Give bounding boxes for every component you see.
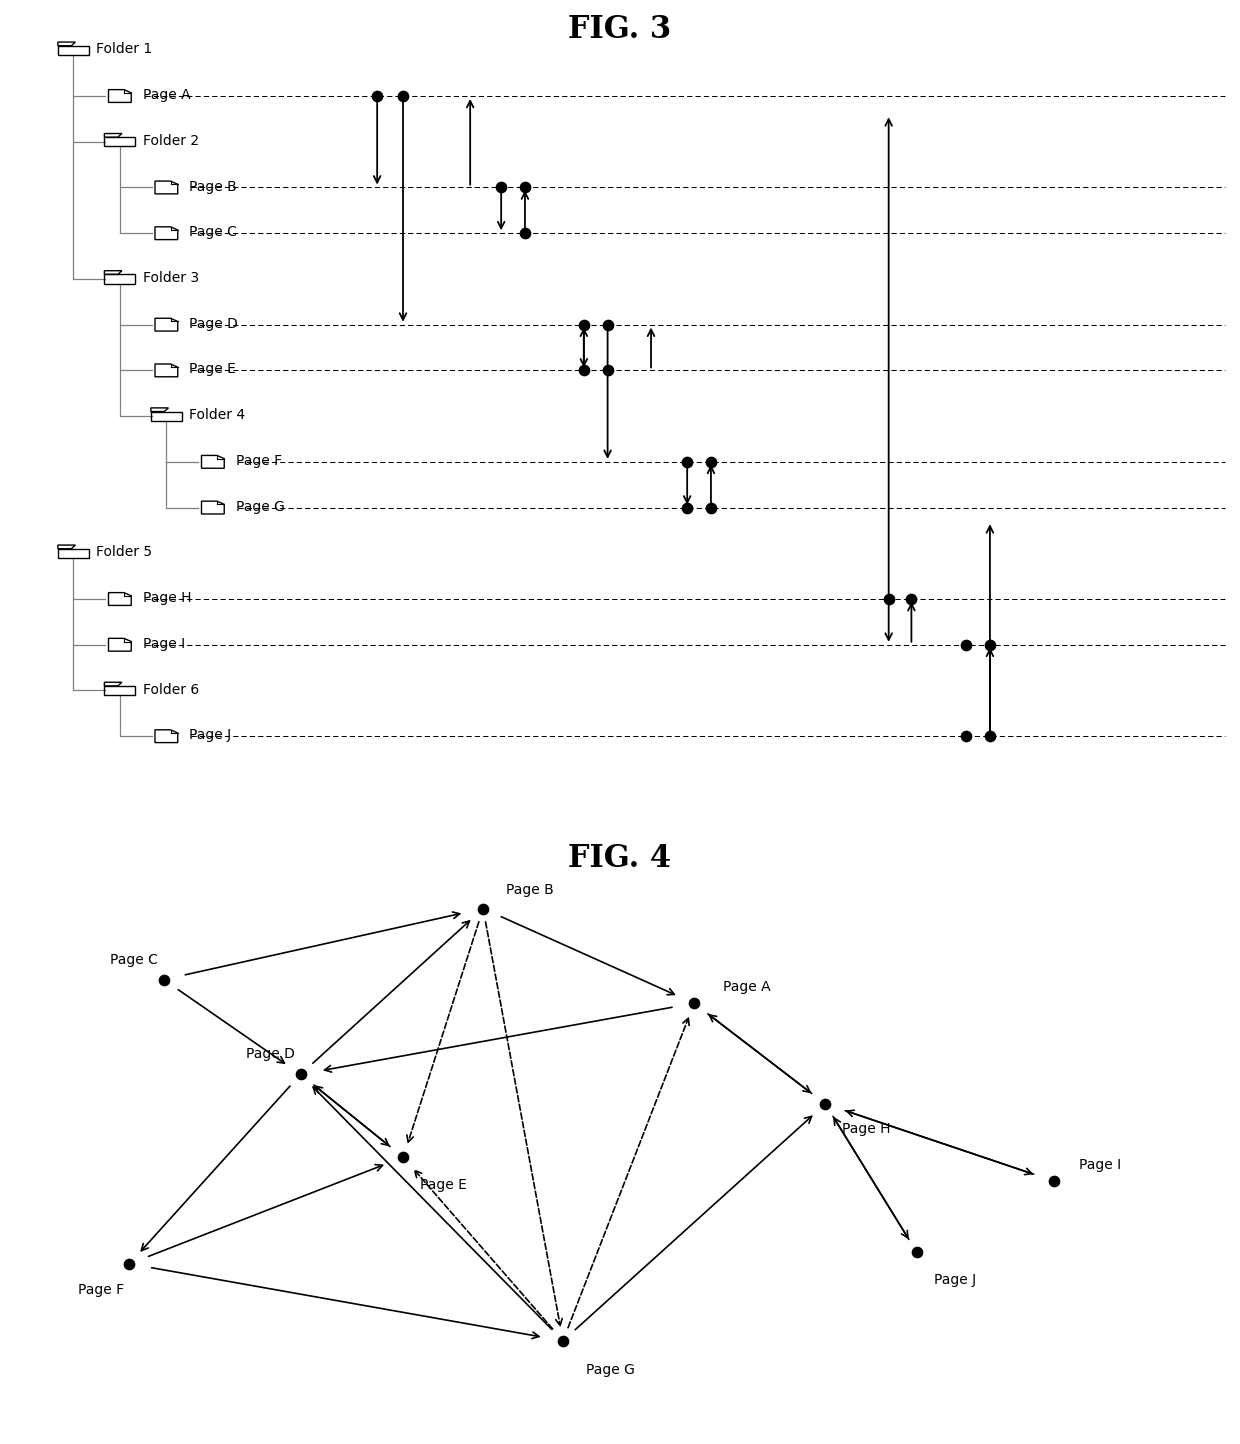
- Text: Page H: Page H: [842, 1122, 892, 1135]
- Text: Folder 6: Folder 6: [143, 683, 198, 696]
- Text: Page F: Page F: [78, 1282, 124, 1297]
- Point: [290, 1063, 310, 1086]
- Text: Page B: Page B: [506, 882, 554, 897]
- Point: [980, 634, 999, 657]
- Text: Folder 3: Folder 3: [143, 271, 198, 284]
- Text: Page H: Page H: [143, 591, 191, 605]
- Point: [701, 497, 720, 520]
- Point: [816, 1092, 836, 1115]
- Point: [515, 176, 534, 199]
- Text: Page I: Page I: [143, 637, 185, 651]
- Text: Page G: Page G: [585, 1363, 635, 1378]
- Text: Page C: Page C: [110, 953, 157, 966]
- Text: FIG. 3: FIG. 3: [568, 14, 672, 45]
- Point: [154, 967, 174, 991]
- Point: [879, 588, 899, 611]
- Text: Page F: Page F: [236, 453, 281, 468]
- Point: [906, 1240, 926, 1264]
- Text: Folder 5: Folder 5: [97, 546, 153, 559]
- Text: Folder 2: Folder 2: [143, 134, 198, 147]
- Text: Page B: Page B: [188, 179, 237, 193]
- Text: Page A: Page A: [723, 980, 770, 995]
- Point: [1044, 1170, 1064, 1193]
- Text: Page A: Page A: [143, 88, 190, 103]
- Point: [393, 1145, 413, 1168]
- Text: Page I: Page I: [1079, 1158, 1121, 1173]
- Point: [677, 497, 697, 520]
- Point: [393, 84, 413, 108]
- Point: [574, 360, 594, 383]
- Text: Page D: Page D: [246, 1047, 295, 1061]
- Point: [980, 725, 999, 748]
- Text: Folder 1: Folder 1: [97, 42, 153, 56]
- Point: [956, 725, 976, 748]
- Point: [491, 176, 511, 199]
- Point: [901, 588, 921, 611]
- Text: Page J: Page J: [188, 728, 231, 742]
- Point: [677, 451, 697, 474]
- Text: Page E: Page E: [420, 1178, 467, 1191]
- Point: [367, 84, 387, 108]
- Point: [515, 222, 534, 245]
- Text: Page E: Page E: [188, 362, 236, 377]
- Point: [701, 451, 720, 474]
- Text: Page J: Page J: [934, 1272, 976, 1287]
- Point: [474, 897, 494, 920]
- Point: [956, 634, 976, 657]
- Text: Page D: Page D: [188, 316, 238, 331]
- Text: Page G: Page G: [236, 500, 284, 514]
- Text: Page C: Page C: [188, 225, 237, 240]
- Point: [598, 313, 618, 336]
- Point: [684, 992, 704, 1015]
- Point: [553, 1328, 573, 1352]
- Text: Folder 4: Folder 4: [188, 409, 246, 422]
- Point: [598, 360, 618, 383]
- Text: FIG. 4: FIG. 4: [568, 843, 672, 875]
- Point: [574, 313, 594, 336]
- Point: [119, 1252, 139, 1275]
